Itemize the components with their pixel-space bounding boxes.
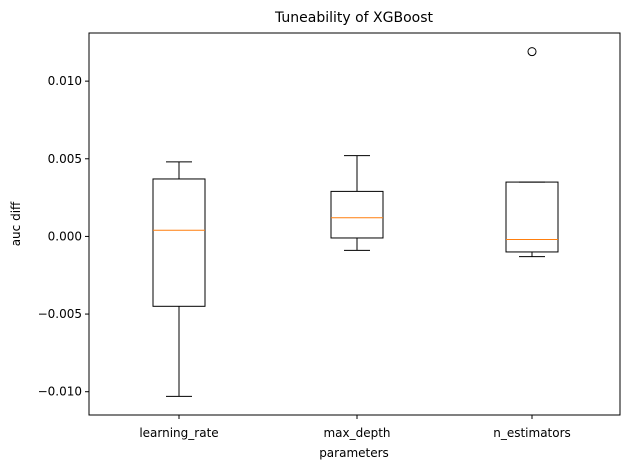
- y-tick-label: −0.010: [38, 385, 82, 399]
- chart-title: Tuneability of XGBoost: [274, 10, 434, 26]
- plot-marks: [152, 47, 559, 397]
- y-tick-label: 0.000: [48, 229, 82, 243]
- y-tick-label: 0.010: [48, 74, 82, 88]
- x-tick-label: learning_rate: [139, 426, 218, 440]
- plot-frame: [88, 32, 621, 416]
- box-group-max-depth: [330, 155, 384, 251]
- box-group-n-estimators: [505, 47, 559, 258]
- x-axis-label: parameters: [319, 446, 389, 460]
- y-axis-label: auc diff: [9, 201, 23, 246]
- y-axis: −0.010 −0.005 0.000 0.005 0.010: [38, 74, 89, 399]
- box-group-learning-rate: [152, 161, 206, 397]
- x-tick-label: max_depth: [323, 426, 390, 440]
- x-tick-label: n_estimators: [493, 426, 571, 440]
- x-axis: learning_rate max_depth n_estimators: [139, 415, 571, 440]
- outlier-point: [527, 47, 537, 57]
- iqr-box: [505, 181, 559, 253]
- iqr-box: [152, 178, 206, 307]
- y-tick-label: 0.005: [48, 152, 82, 166]
- y-tick-label: −0.005: [38, 307, 82, 321]
- iqr-box: [330, 190, 384, 239]
